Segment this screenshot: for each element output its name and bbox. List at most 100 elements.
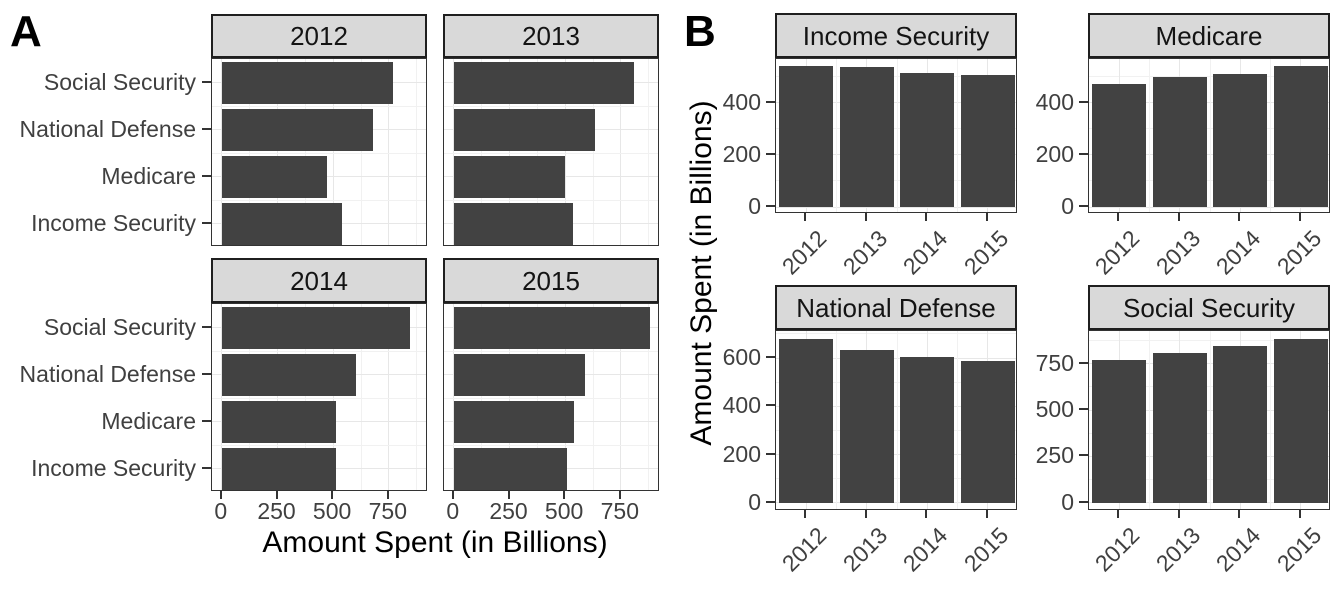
y-axis-tick-mark [202,466,211,469]
gridline-minor [896,331,898,509]
y-axis-tick-label: 750 [1035,349,1074,376]
bar-social-security-2014 [1213,346,1268,503]
bar-2013-Income Security [453,202,574,245]
gridline-minor [648,304,650,490]
x-axis-tick-label: 250 [257,498,296,524]
gridline-major [1089,502,1329,504]
gridline-minor [1149,331,1150,509]
bar-2015-Medicare [453,400,574,443]
x-axis-tick-mark [864,510,867,518]
x-axis-tick-mark [618,491,621,499]
x-axis-tick-label: 2012 [1090,225,1145,280]
gridline-major [1089,363,1329,365]
x-axis-tick-mark [985,510,988,518]
y-axis-tick-mark [1079,361,1088,364]
facet-strip-label: 2012 [290,21,348,51]
gridline-minor [776,429,1016,431]
bar-income-security-2013 [839,67,894,207]
y-axis-tick-mark [1079,152,1088,155]
gridline-minor [304,59,306,245]
gridline-major [453,59,455,245]
y-axis-tick-mark [202,372,211,375]
facet-strip-label: Medicare [1155,20,1263,51]
x-axis-tick-mark [804,213,807,221]
x-axis-tick-label: 2013 [1150,522,1206,577]
gridline-minor [249,304,251,490]
x-axis-tick-label: 500 [544,498,584,524]
gridline-minor [444,152,658,154]
gridline-major [776,206,1016,208]
y-axis-tick-mark [1079,205,1088,207]
x-axis-tick-label: 2013 [837,225,893,280]
gridline-major [1089,102,1329,104]
gridline-minor [648,59,650,245]
y-axis-tick-label: 0 [748,488,761,515]
y-axis-tick-mark [202,221,211,224]
gridline-major [776,357,1016,359]
x-axis-tick-mark [1177,510,1180,518]
facet-panel-year-2014 [211,303,427,491]
gridline-minor [212,152,426,154]
facet-strip-year: 2013 [443,14,659,58]
gridline-minor [592,59,594,245]
x-axis-tick-mark [1177,213,1180,221]
bar-2013-National Defense [453,108,595,151]
y-axis-category-label: Income Security [31,209,196,236]
gridline-major [509,304,510,490]
y-axis-category-label: Medicare [101,407,196,434]
y-axis-tick-label: 0 [748,193,761,219]
x-axis-tick-mark [985,213,988,221]
x-axis-tick-mark [1117,510,1120,518]
y-axis-tick-mark [1079,500,1088,503]
gridline-major [776,454,1016,455]
gridline-minor [776,333,1016,335]
gridline-major [453,304,455,490]
facet-panel-year-2015 [443,303,659,491]
y-axis-tick-mark [1079,100,1088,103]
bar-2014-Income Security [221,447,336,490]
facet-panel-category-income-security [775,58,1017,213]
gridline-minor [776,76,1016,78]
facet-strip-label: 2015 [522,265,580,296]
panel-a-x-axis-title: Amount Spent (in Billions) [262,526,608,559]
y-axis-tick-mark [766,100,775,103]
facet-strip-category: Medicare [1088,13,1330,58]
bar-2012-Medicare [221,155,327,198]
gridline-major [1089,409,1329,411]
bar-national-defense-2012 [779,339,834,503]
y-axis-category-label: National Defense [19,360,196,387]
y-axis-tick-label: 250 [1035,442,1074,469]
gridline-major [221,304,223,490]
gridline-minor [416,304,418,490]
y-axis-tick-mark [766,205,775,207]
facet-strip-year: 2014 [211,258,427,303]
facet-strip-label: Income Security [802,20,990,51]
gridline-major [620,59,622,245]
gridline-minor [212,444,426,446]
gridline-minor [896,59,898,212]
gridline-minor [836,59,837,212]
gridline-minor [1089,180,1329,182]
gridline-major [1089,154,1329,156]
bar-social-security-2013 [1152,352,1207,503]
y-axis-tick-label: 500 [1035,396,1074,423]
gridline-minor [1089,386,1329,388]
y-axis-category-label: Income Security [31,454,196,481]
gridline-minor [444,105,658,107]
gridline-minor [536,59,538,245]
bar-2014-National Defense [221,353,357,396]
x-axis-tick-label: 2015 [958,225,1014,280]
y-axis-tick-mark [1079,454,1088,457]
y-axis-tick-mark [202,325,211,328]
bar-medicare-2012 [1092,83,1147,207]
x-axis-tick-label: 2012 [777,225,832,280]
gridline-minor [1089,340,1329,341]
gridline-minor [1089,128,1329,130]
gridline-minor [1209,59,1211,212]
y-axis-tick-label: 0 [1061,488,1074,515]
x-axis-tick-mark [451,491,454,499]
facet-strip-label: National Defense [796,292,996,323]
bar-national-defense-2015 [960,360,1015,503]
y-axis-tick-mark [766,152,775,155]
x-axis-tick-label: 2015 [1271,225,1327,280]
